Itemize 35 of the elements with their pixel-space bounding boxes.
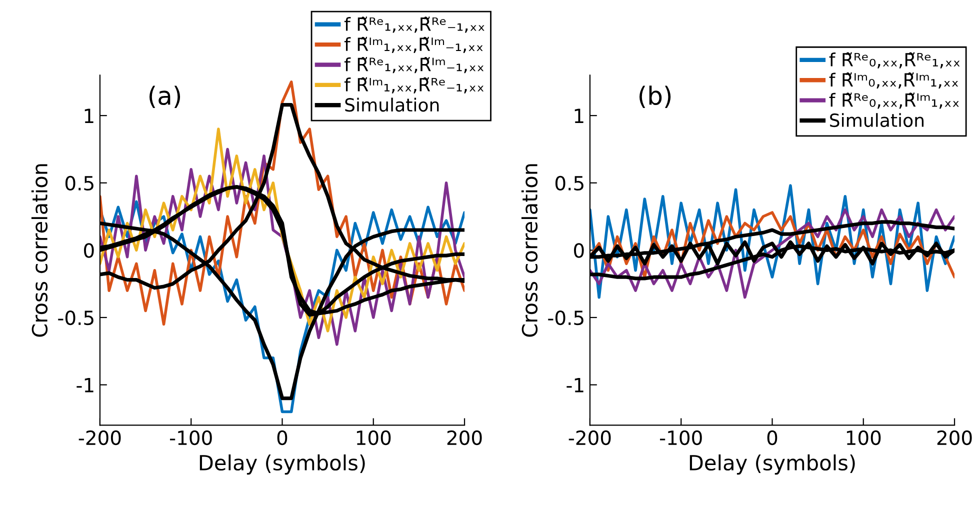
x-tick-label: 0	[277, 430, 288, 446]
chart-title: (a)	[150, 86, 180, 108]
y-tick-label: 0	[84, 243, 94, 258]
legend-label: f R̃ᴿᵉ₁,ₓₓ,R̃ᴵᵐ₋₁,ₓₓ	[344, 57, 484, 74]
y-tick-label: -1	[76, 378, 94, 392]
y-tick-label: 0.5	[555, 176, 584, 191]
x-tick-label: -200	[568, 430, 611, 446]
y-tick-label: -0.5	[58, 310, 94, 326]
y-axis-title: Cross correlation	[31, 164, 48, 337]
y-tick-label: 0.5	[65, 176, 94, 191]
x-tick-label: -100	[170, 430, 212, 446]
x-axis-title: Delay (symbols)	[200, 454, 365, 475]
x-axis-title: Delay (symbols)	[690, 454, 855, 475]
y-tick-label: 0	[574, 243, 584, 258]
y-tick-label: -1	[566, 378, 584, 392]
x-tick-label: 0	[767, 430, 778, 446]
x-tick-label: -200	[78, 430, 121, 446]
x-tick-label: 100	[356, 430, 391, 446]
x-tick-label: 200	[937, 430, 972, 446]
y-axis-title: Cross correlation	[521, 164, 538, 337]
legend-label: Simulation	[345, 98, 439, 112]
legend-label: f R̃ᴿᵉ₁,ₓₓ,R̃ᴿᵉ₋₁,ₓₓ	[344, 16, 484, 33]
chart-title: (b)	[640, 86, 671, 108]
legend-label: f R̃ᴿᵉ₀,ₓₓ,R̃ᴵᵐ₁,ₓₓ	[829, 92, 959, 109]
x-tick-label: -100	[660, 430, 702, 446]
y-tick-label: -0.5	[548, 310, 584, 326]
legend-label: f R̃ᴵᵐ₁,ₓₓ,R̃ᴵᵐ₋₁,ₓₓ	[344, 36, 483, 53]
x-tick-label: 100	[846, 430, 881, 446]
y-tick-label: 1	[84, 108, 94, 123]
legend-label: f R̃ᴵᵐ₀,ₓₓ,R̃ᴵᵐ₁,ₓₓ	[829, 72, 958, 89]
legend-label: f R̃ᴵᵐ₁,ₓₓ,R̃ᴿᵉ₋₁,ₓₓ	[344, 77, 484, 94]
x-tick-label: 200	[447, 430, 482, 446]
legend-label: Simulation	[830, 113, 924, 128]
y-tick-label: 1	[574, 108, 584, 123]
legend-label: f R̃ᴿᵉ₀,ₓₓ,R̃ᴿᵉ₁,ₓₓ	[829, 52, 960, 68]
